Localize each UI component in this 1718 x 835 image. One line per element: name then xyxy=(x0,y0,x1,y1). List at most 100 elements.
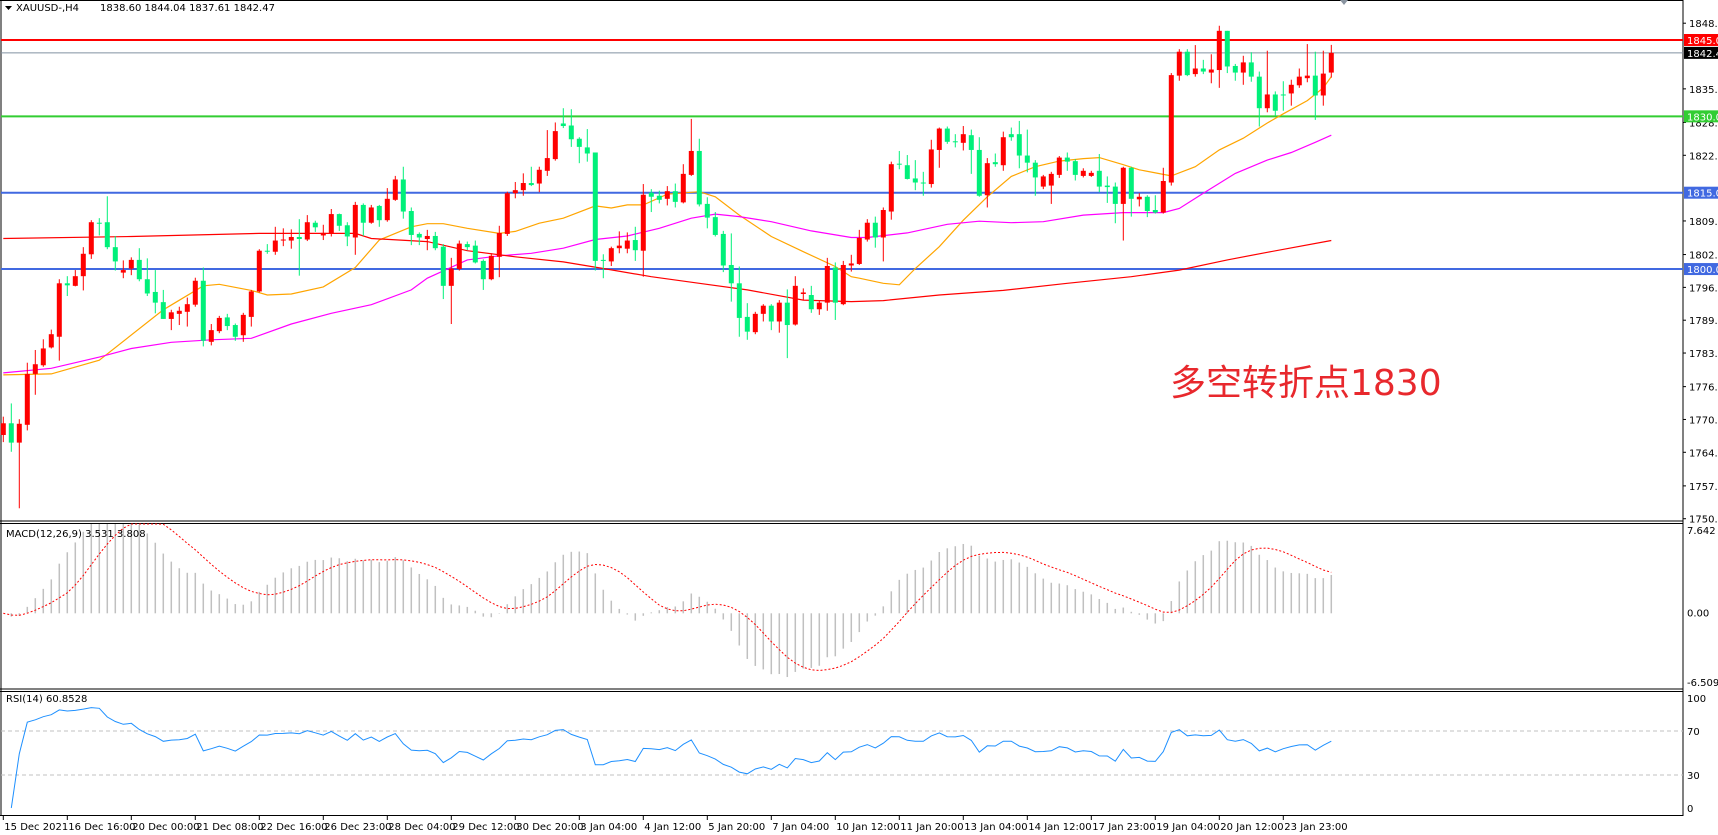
candle-up xyxy=(1208,69,1214,73)
price-tick-label: 1764.00 xyxy=(1689,448,1718,459)
candle-down xyxy=(440,246,446,286)
candle-down xyxy=(1104,185,1110,188)
candle-up xyxy=(616,245,622,249)
candle-down xyxy=(872,222,878,238)
candle-down xyxy=(464,244,470,248)
candle-up xyxy=(328,214,334,234)
rsi-line xyxy=(10,707,1332,809)
symbol-menu-caret-icon[interactable] xyxy=(5,6,12,10)
time-tick-label: 7 Jan 04:00 xyxy=(772,822,829,833)
candle-up xyxy=(1160,180,1166,213)
candle-down xyxy=(1096,170,1102,187)
time-tick-label: 14 Jan 12:00 xyxy=(1028,822,1091,833)
candle-up xyxy=(856,238,862,264)
candle-up xyxy=(1040,176,1046,187)
candle-up xyxy=(760,305,766,314)
candle-down xyxy=(104,222,110,248)
candle-down xyxy=(1200,68,1206,72)
candle-down xyxy=(592,152,598,261)
price-level-tag-text: 1845.00 xyxy=(1687,36,1718,47)
candle-down xyxy=(576,138,582,147)
candle-up xyxy=(800,292,806,294)
candle-up xyxy=(1264,94,1270,109)
horizontal-levels[interactable] xyxy=(1,39,1683,271)
candle-up xyxy=(256,250,262,292)
candle-up xyxy=(280,239,286,241)
candle-up xyxy=(984,163,990,196)
candle-down xyxy=(896,163,902,165)
candle-down xyxy=(736,283,742,318)
candle-up xyxy=(1048,173,1054,186)
macd-axis-tick: -6.509 xyxy=(1687,678,1718,689)
candle-up xyxy=(456,243,462,270)
candle-down xyxy=(744,316,750,332)
candle-down xyxy=(1280,94,1286,96)
price-level-tag-text: 1815.00 xyxy=(1687,189,1718,200)
candle-down xyxy=(672,191,678,202)
candle-up xyxy=(192,280,198,305)
symbol-timeframe: XAUUSD-,H4 xyxy=(16,3,79,14)
candle-down xyxy=(1064,157,1070,162)
annotation-text: 多空转折点1830 xyxy=(1170,363,1442,404)
candle-down xyxy=(976,149,982,196)
price-tick-label: 1757.40 xyxy=(1689,482,1718,493)
moving-average-line xyxy=(3,232,1332,303)
candle-up xyxy=(80,253,86,277)
price-level-tag-text: 1830.00 xyxy=(1687,112,1718,123)
candle-down xyxy=(968,135,974,150)
candle-up xyxy=(520,183,526,191)
candle-down xyxy=(1312,75,1318,96)
ohlc-readout: 1838.60 1844.04 1837.61 1842.47 xyxy=(100,3,275,14)
candle-down xyxy=(784,302,790,326)
candle-up xyxy=(128,259,134,269)
candle-up xyxy=(488,255,494,280)
time-tick-label: 15 Dec 2021 xyxy=(4,822,68,833)
candle-up xyxy=(1136,196,1142,200)
candle-down xyxy=(112,247,118,262)
time-tick-label: 20 Dec 00:00 xyxy=(132,822,199,833)
candle-up xyxy=(176,310,182,314)
price-tick-label: 1848.30 xyxy=(1689,19,1718,30)
rsi-axis-tick: 100 xyxy=(1687,694,1706,705)
candle-down xyxy=(160,302,166,319)
candle-up xyxy=(1216,30,1222,71)
candle-up xyxy=(320,232,326,236)
candle-up xyxy=(448,268,454,286)
candle-down xyxy=(648,192,654,197)
candle-up xyxy=(240,314,246,336)
time-tick-label: 3 Jan 04:00 xyxy=(580,822,637,833)
candle-down xyxy=(920,182,926,184)
time-tick-label: 10 Jan 12:00 xyxy=(836,822,899,833)
time-tick-label: 20 Jan 12:00 xyxy=(1220,822,1283,833)
panel-frames xyxy=(0,0,1684,816)
time-tick-label: 30 Dec 20:00 xyxy=(516,822,583,833)
candle-down xyxy=(1184,51,1190,76)
candle-down xyxy=(472,245,478,263)
candle-down xyxy=(952,141,958,143)
candle-up xyxy=(504,193,510,234)
candle-down xyxy=(224,317,230,327)
candle-up xyxy=(48,334,54,348)
candle-up xyxy=(288,236,294,241)
candle-down xyxy=(1024,155,1030,163)
candle-down xyxy=(336,214,342,226)
candle-up xyxy=(1080,170,1086,176)
candle-up xyxy=(272,240,278,252)
chart-shift-marker-icon[interactable] xyxy=(1340,0,1348,5)
candle-down xyxy=(400,179,406,212)
candle-down xyxy=(312,222,318,228)
candle-up xyxy=(1320,73,1326,96)
macd-label: MACD(12,26,9) 3.531 3.808 xyxy=(6,529,146,540)
price-level-tag xyxy=(1684,46,1718,59)
candle-down xyxy=(712,217,718,235)
candle-down xyxy=(1272,94,1278,111)
time-tick-label: 21 Dec 08:00 xyxy=(196,822,263,833)
candle-down xyxy=(1112,186,1118,204)
candle-down xyxy=(376,205,382,221)
candle-up xyxy=(16,423,22,443)
candle-down xyxy=(808,295,814,310)
candles xyxy=(0,25,1334,509)
time-tick-label: 29 Dec 12:00 xyxy=(452,822,519,833)
candle-up xyxy=(1288,84,1294,94)
